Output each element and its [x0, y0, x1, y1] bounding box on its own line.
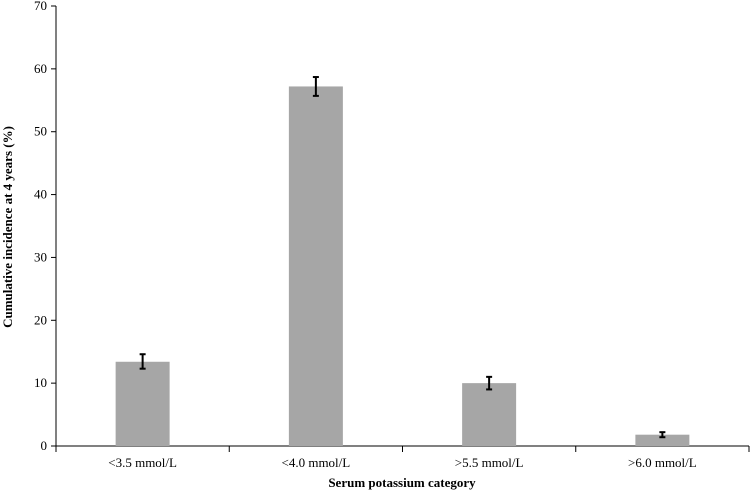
- bars: [115, 86, 690, 446]
- error-bars: [139, 76, 666, 439]
- y-tick-label: 30: [34, 249, 47, 264]
- x-tick-label: >5.5 mmol/L: [455, 455, 524, 470]
- bar: [288, 86, 343, 446]
- x-tick-label: <3.5 mmol/L: [108, 455, 177, 470]
- y-tick-label: 0: [41, 438, 48, 453]
- bar: [115, 361, 170, 446]
- y-tick-label: 40: [34, 187, 47, 202]
- y-tick-label: 10: [34, 375, 47, 390]
- y-axis: 0 10 20 30 40 50 60 70: [34, 0, 57, 453]
- bar: [635, 434, 690, 446]
- x-axis-title: Serum potassium category: [328, 475, 476, 490]
- y-tick-label: 70: [34, 0, 47, 13]
- y-tick-label: 50: [34, 124, 47, 139]
- x-tick-label: <4.0 mmol/L: [282, 455, 351, 470]
- x-tick-label: >6.0 mmol/L: [628, 455, 697, 470]
- y-tick-label: 20: [34, 312, 47, 327]
- y-tick-label: 60: [34, 61, 47, 76]
- y-axis-title: Cumulative incidence at 4 years (%): [0, 126, 15, 328]
- x-axis: <3.5 mmol/L <4.0 mmol/L >5.5 mmol/L >6.0 mm…: [55, 445, 750, 470]
- bar: [462, 383, 517, 446]
